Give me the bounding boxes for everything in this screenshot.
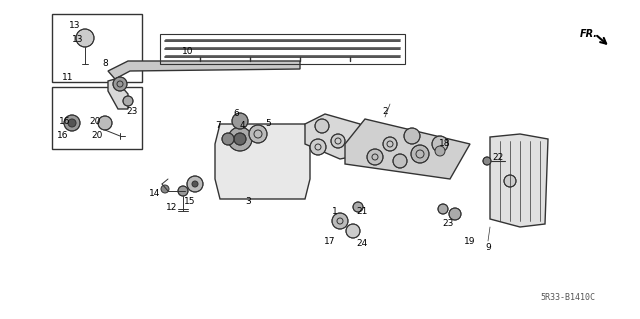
Text: 16: 16 bbox=[60, 116, 71, 125]
Circle shape bbox=[76, 29, 94, 47]
Text: 10: 10 bbox=[182, 47, 194, 56]
Circle shape bbox=[393, 154, 407, 168]
Circle shape bbox=[435, 146, 445, 156]
Circle shape bbox=[234, 133, 246, 145]
Text: 19: 19 bbox=[464, 236, 476, 246]
Circle shape bbox=[123, 96, 133, 106]
Polygon shape bbox=[345, 119, 470, 179]
Text: 23: 23 bbox=[442, 219, 454, 228]
Polygon shape bbox=[305, 114, 365, 159]
Text: 18: 18 bbox=[439, 139, 451, 149]
Circle shape bbox=[353, 202, 363, 212]
Text: 11: 11 bbox=[62, 72, 74, 81]
Text: 12: 12 bbox=[166, 203, 178, 211]
Text: 22: 22 bbox=[492, 152, 504, 161]
Circle shape bbox=[187, 176, 203, 192]
Polygon shape bbox=[108, 79, 128, 109]
Circle shape bbox=[178, 186, 188, 196]
Circle shape bbox=[332, 213, 348, 229]
Circle shape bbox=[64, 115, 80, 131]
Circle shape bbox=[449, 208, 461, 220]
Circle shape bbox=[411, 145, 429, 163]
Text: 8: 8 bbox=[102, 60, 108, 69]
Circle shape bbox=[367, 149, 383, 165]
Circle shape bbox=[432, 136, 448, 152]
Circle shape bbox=[232, 113, 248, 129]
Bar bbox=[160, 34, 405, 64]
Text: 9: 9 bbox=[485, 242, 491, 251]
Circle shape bbox=[113, 77, 127, 91]
Text: FR.: FR. bbox=[580, 29, 598, 39]
Circle shape bbox=[438, 204, 448, 214]
Circle shape bbox=[98, 116, 112, 130]
Text: 17: 17 bbox=[324, 236, 336, 246]
Text: 1: 1 bbox=[332, 206, 338, 216]
Text: 6: 6 bbox=[233, 109, 239, 118]
Bar bbox=[52, 14, 142, 82]
Text: 5: 5 bbox=[265, 120, 271, 129]
Bar bbox=[52, 87, 142, 149]
Text: 4: 4 bbox=[239, 122, 245, 130]
Circle shape bbox=[346, 224, 360, 238]
Circle shape bbox=[68, 119, 76, 127]
Text: 20: 20 bbox=[92, 131, 102, 140]
Text: 7: 7 bbox=[215, 122, 221, 130]
Text: 23: 23 bbox=[126, 107, 138, 115]
Text: 14: 14 bbox=[149, 189, 161, 198]
Polygon shape bbox=[490, 134, 548, 227]
Circle shape bbox=[310, 139, 326, 155]
Polygon shape bbox=[108, 61, 300, 79]
Text: 3: 3 bbox=[245, 197, 251, 205]
Text: 20: 20 bbox=[90, 116, 100, 125]
Circle shape bbox=[228, 127, 252, 151]
Text: 13: 13 bbox=[72, 34, 84, 43]
Text: 13: 13 bbox=[69, 21, 81, 31]
Circle shape bbox=[504, 175, 516, 187]
Text: 16: 16 bbox=[57, 131, 68, 140]
Text: 21: 21 bbox=[356, 206, 368, 216]
Text: 2: 2 bbox=[382, 107, 388, 115]
Circle shape bbox=[315, 119, 329, 133]
Circle shape bbox=[192, 181, 198, 187]
Text: 24: 24 bbox=[356, 240, 367, 249]
Circle shape bbox=[331, 134, 345, 148]
Circle shape bbox=[249, 125, 267, 143]
Text: 15: 15 bbox=[184, 197, 196, 205]
Circle shape bbox=[161, 185, 169, 193]
Text: 5R33-B1410C: 5R33-B1410C bbox=[541, 293, 595, 301]
Polygon shape bbox=[215, 124, 310, 199]
Circle shape bbox=[383, 137, 397, 151]
Circle shape bbox=[222, 133, 234, 145]
Circle shape bbox=[483, 157, 491, 165]
Circle shape bbox=[404, 128, 420, 144]
